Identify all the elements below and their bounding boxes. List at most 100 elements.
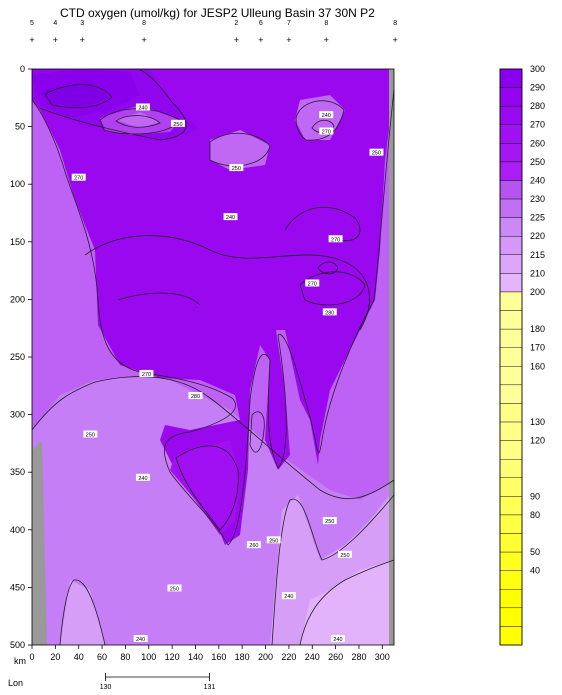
- colorbar-swatch: [499, 366, 523, 386]
- x-tick-label: 300: [375, 652, 390, 662]
- colorbar-label: 120: [530, 436, 545, 446]
- contour-label: 280: [322, 308, 337, 316]
- field-region-300: [45, 80, 110, 108]
- colorbar-frame: [499, 68, 523, 646]
- contour-label-text: 240: [333, 637, 342, 643]
- colorbar-swatch: [499, 273, 523, 293]
- colorbar-swatch: [499, 496, 523, 516]
- contour-label: 250: [337, 550, 352, 559]
- colorbar-swatch: [499, 626, 523, 646]
- contour-label-text: 240: [136, 637, 145, 643]
- contour-label: 240: [281, 592, 296, 600]
- contour-label: 260: [246, 541, 261, 549]
- contour-label-text: 270: [322, 130, 331, 136]
- contour-label-text: 250: [269, 538, 278, 544]
- contour-label: 250: [167, 584, 182, 592]
- y-tick-label: 400: [10, 525, 25, 535]
- colorbar-label: 50: [530, 547, 540, 557]
- colorbar-swatch: [499, 198, 523, 218]
- colorbar-label: 215: [530, 250, 545, 260]
- colorbar-swatch: [499, 384, 523, 404]
- colorbar-label: 250: [530, 157, 545, 167]
- contour-label: 270: [139, 369, 154, 378]
- colorbar-label: 200: [530, 287, 545, 297]
- contour-label-box: [188, 392, 203, 400]
- contour-label-text: 250: [372, 151, 381, 157]
- station-plus-marker: +: [234, 35, 239, 45]
- station-markers: 5 +4 +3 +8 +2 +6 +7 +8 +8 +: [29, 20, 397, 45]
- contour-label-text: 240: [322, 113, 331, 119]
- left-boundary-topography: [32, 440, 47, 645]
- colorbar-label: 180: [530, 324, 545, 334]
- station-plus-marker: +: [286, 35, 291, 45]
- station-plus-marker: +: [393, 35, 398, 45]
- contour-label: 240: [223, 213, 238, 221]
- station-id-label: 8: [324, 20, 328, 27]
- colorbar-swatch: [499, 533, 523, 553]
- y-tick-label: 500: [10, 640, 25, 650]
- station-plus-marker: +: [324, 35, 329, 45]
- contour-label: 270: [328, 235, 343, 243]
- contour-label: 270: [319, 127, 334, 136]
- colorbar-swatch: [499, 180, 523, 200]
- colorbar-label: 270: [530, 120, 545, 130]
- station-id-label: 8: [142, 20, 146, 27]
- contour-label-text: 250: [340, 553, 349, 559]
- colorbar-label: 220: [530, 231, 545, 241]
- field-region-240-lens: [115, 112, 160, 128]
- y-axis: 0 50 100 150 200 250 300 350 400 450 500: [10, 64, 32, 650]
- colorbar-swatch: [499, 570, 523, 590]
- contour-label: 250: [266, 536, 281, 544]
- colorbar-swatch: [499, 607, 523, 627]
- station-id-label: 3: [80, 20, 84, 27]
- y-tick-label: 100: [10, 179, 25, 189]
- contour-label: 250: [322, 517, 337, 525]
- station-id-label: 8: [393, 20, 397, 27]
- contour-label-box: [319, 111, 334, 119]
- contour-label-text: 250: [86, 433, 95, 439]
- colorbar-label: 90: [530, 491, 540, 501]
- station-plus-marker: +: [80, 35, 85, 45]
- contour-label: 240: [135, 473, 150, 482]
- colorbar-swatch: [499, 477, 523, 497]
- colorbar-label: 225: [530, 213, 545, 223]
- contour-label-text: 270: [308, 282, 317, 288]
- contour-lines: [31, 69, 395, 646]
- contour-label-text: 280: [191, 394, 200, 400]
- field-region-270: [32, 69, 394, 545]
- colorbar-swatch: [499, 236, 523, 256]
- field-region-230: [60, 580, 105, 645]
- colorbar-swatch: [499, 310, 523, 330]
- x-tick-label: 240: [305, 652, 320, 662]
- contour-label-box: [337, 550, 352, 558]
- colorbar: 300 290 280 270 260 250 240 230 225 220 215 210 200 1…: [499, 64, 545, 646]
- colorbar-swatch: [499, 105, 523, 125]
- lon-axis-label: Lon: [8, 678, 23, 688]
- colorbar-label: 260: [530, 138, 545, 148]
- contour-label-box: [305, 279, 320, 287]
- station-id-label: 6: [259, 20, 263, 27]
- station-plus-marker: +: [53, 35, 58, 45]
- x-tick-label: 120: [165, 652, 180, 662]
- station-id-label: 7: [287, 20, 291, 27]
- x-tick-label: 160: [211, 652, 226, 662]
- x-tick-label: 60: [97, 652, 107, 662]
- contour-label: 250: [170, 119, 185, 128]
- y-tick-label: 450: [10, 582, 25, 592]
- colorbar-label: 160: [530, 361, 545, 371]
- colorbar-label: 290: [530, 83, 545, 93]
- y-tick-label: 0: [20, 64, 25, 74]
- colorbar-swatch: [499, 421, 523, 441]
- contour-label-box: [229, 164, 244, 172]
- y-tick-label: 50: [15, 122, 25, 132]
- lon-tick-label: 130: [100, 684, 112, 691]
- contour-label: 240: [330, 635, 345, 643]
- colorbar-swatch: [499, 87, 523, 107]
- contour-label-text: 260: [249, 543, 258, 549]
- contour-label-text: 240: [138, 105, 147, 111]
- x-tick-label: 200: [258, 652, 273, 662]
- colorbar-label: 40: [530, 566, 540, 576]
- station-plus-marker: +: [141, 35, 146, 45]
- contour-label-box: [167, 584, 182, 592]
